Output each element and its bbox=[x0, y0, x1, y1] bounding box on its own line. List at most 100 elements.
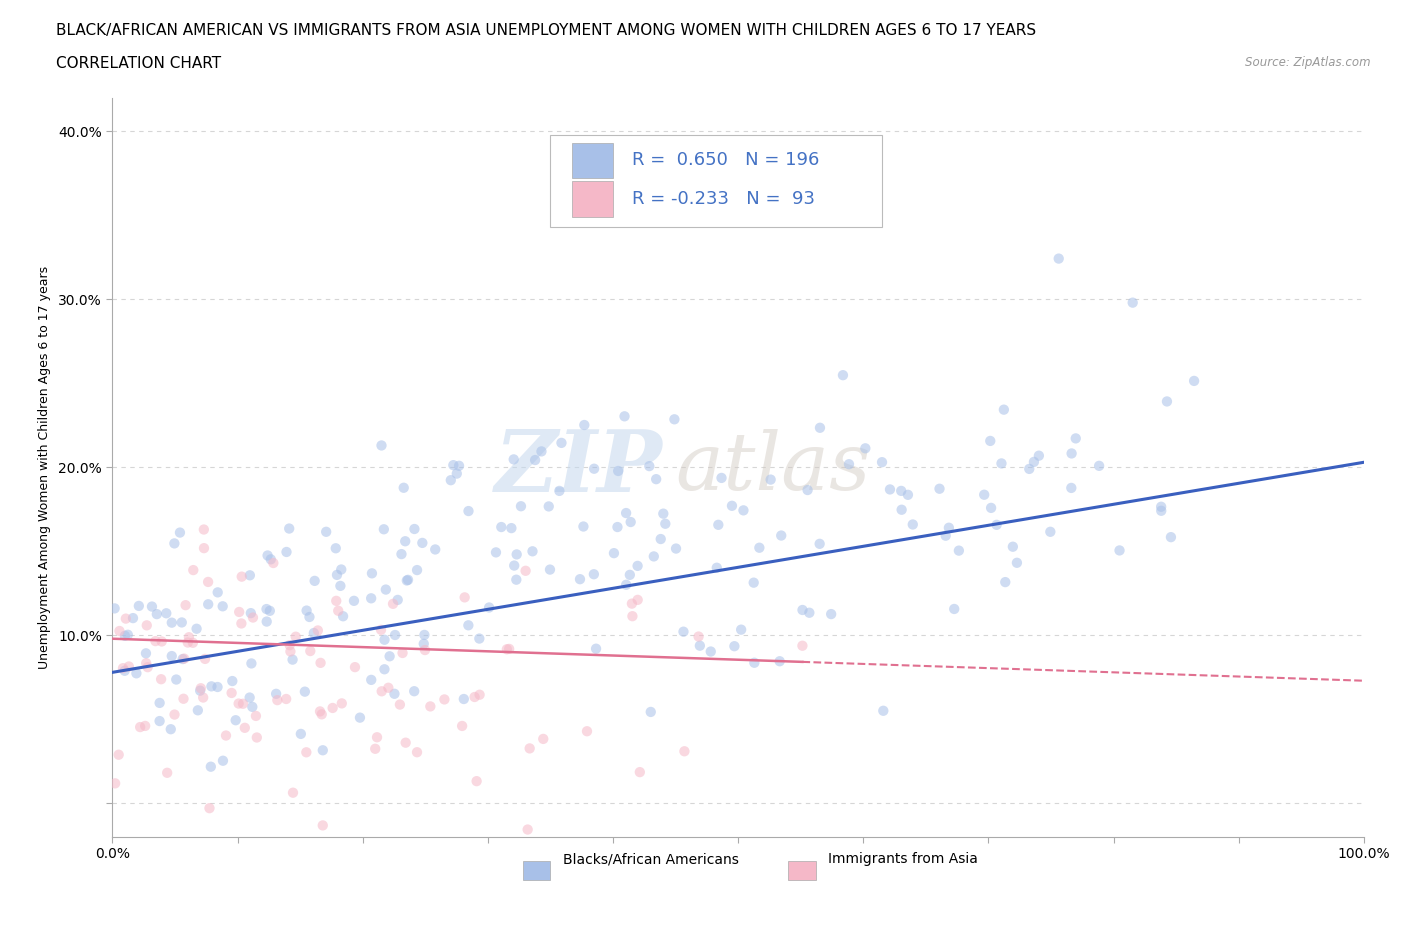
Point bbox=[325, 541, 347, 556]
Point bbox=[990, 456, 1012, 471]
Point bbox=[225, 712, 247, 727]
Point bbox=[485, 545, 508, 560]
Point bbox=[276, 545, 298, 560]
Point bbox=[384, 628, 406, 643]
Point bbox=[366, 730, 388, 745]
Point bbox=[620, 596, 643, 611]
Point bbox=[1150, 503, 1173, 518]
Point bbox=[187, 703, 209, 718]
FancyBboxPatch shape bbox=[572, 181, 613, 217]
Point bbox=[938, 520, 960, 535]
Point bbox=[315, 525, 337, 539]
Point bbox=[215, 728, 238, 743]
Point bbox=[538, 562, 561, 577]
Point bbox=[391, 645, 413, 660]
FancyBboxPatch shape bbox=[523, 861, 550, 880]
Point bbox=[457, 504, 479, 519]
Point bbox=[614, 578, 637, 592]
Point bbox=[378, 649, 401, 664]
Text: Immigrants from Asia: Immigrants from Asia bbox=[828, 852, 979, 866]
Point bbox=[181, 563, 204, 578]
Point bbox=[1088, 458, 1111, 473]
Point bbox=[501, 521, 523, 536]
Point bbox=[360, 591, 382, 605]
Point bbox=[228, 604, 250, 619]
Point bbox=[259, 604, 281, 618]
Point bbox=[194, 652, 217, 667]
Point bbox=[706, 560, 728, 575]
Point bbox=[281, 785, 304, 800]
Point bbox=[879, 482, 901, 497]
Point bbox=[211, 599, 233, 614]
Point bbox=[326, 567, 349, 582]
Point bbox=[150, 634, 173, 649]
Point bbox=[396, 572, 419, 587]
Point bbox=[312, 743, 335, 758]
Point bbox=[108, 623, 131, 638]
Point bbox=[370, 438, 392, 453]
Point bbox=[1060, 446, 1083, 461]
Point bbox=[548, 484, 571, 498]
Point bbox=[796, 483, 818, 498]
Point bbox=[643, 549, 665, 564]
Point bbox=[897, 487, 920, 502]
Point bbox=[516, 822, 538, 837]
Point bbox=[575, 724, 598, 738]
Point bbox=[986, 517, 1008, 532]
Point bbox=[792, 603, 814, 618]
Point bbox=[502, 452, 524, 467]
Point bbox=[135, 618, 157, 632]
Point bbox=[174, 598, 197, 613]
Point bbox=[993, 402, 1015, 417]
Point bbox=[160, 648, 183, 663]
Point bbox=[260, 551, 283, 566]
Point bbox=[165, 672, 187, 687]
Point bbox=[1060, 481, 1083, 496]
Point bbox=[1028, 448, 1050, 463]
Point bbox=[419, 699, 441, 714]
Point bbox=[853, 441, 876, 456]
Point bbox=[280, 644, 302, 659]
Point bbox=[626, 558, 648, 573]
Point bbox=[665, 541, 688, 556]
Point bbox=[190, 681, 212, 696]
Point bbox=[370, 684, 392, 698]
Point bbox=[550, 435, 572, 450]
Point bbox=[943, 602, 966, 617]
Point bbox=[193, 540, 215, 555]
Point bbox=[433, 692, 456, 707]
Point bbox=[125, 666, 148, 681]
Point bbox=[640, 705, 662, 720]
Point bbox=[441, 458, 464, 472]
Point bbox=[239, 568, 262, 583]
Point bbox=[730, 622, 752, 637]
Point bbox=[242, 610, 264, 625]
Point bbox=[994, 575, 1017, 590]
Point bbox=[689, 638, 711, 653]
Point bbox=[1001, 539, 1024, 554]
Point bbox=[150, 671, 173, 686]
Point bbox=[136, 659, 159, 674]
Point bbox=[193, 522, 215, 537]
Point bbox=[294, 684, 316, 699]
Point bbox=[395, 573, 418, 588]
Point bbox=[1047, 251, 1070, 266]
Y-axis label: Unemployment Among Women with Children Ages 6 to 17 years: Unemployment Among Women with Children A… bbox=[38, 266, 51, 669]
Point bbox=[304, 574, 326, 589]
Point bbox=[1156, 394, 1178, 409]
Text: BLACK/AFRICAN AMERICAN VS IMMIGRANTS FROM ASIA UNEMPLOYMENT AMONG WOMEN WITH CHI: BLACK/AFRICAN AMERICAN VS IMMIGRANTS FRO… bbox=[56, 23, 1036, 38]
Point bbox=[606, 520, 628, 535]
Point bbox=[117, 628, 139, 643]
Point bbox=[498, 642, 520, 657]
Point bbox=[207, 680, 229, 695]
Point bbox=[262, 555, 284, 570]
Point bbox=[395, 736, 418, 751]
Text: atlas: atlas bbox=[675, 429, 870, 506]
Point bbox=[361, 565, 384, 580]
Point bbox=[364, 741, 387, 756]
Point bbox=[169, 525, 191, 540]
Point bbox=[890, 502, 912, 517]
Point bbox=[107, 748, 129, 763]
Point bbox=[404, 522, 426, 537]
Point bbox=[197, 597, 219, 612]
